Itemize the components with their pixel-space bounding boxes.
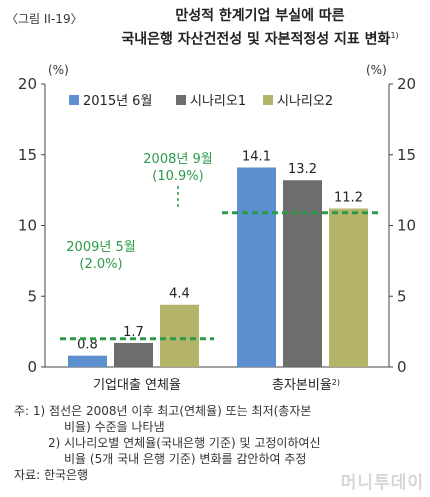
right-tick-label: 15 <box>397 146 416 164</box>
watermark-logo: 머니투데이 <box>340 473 424 493</box>
reference-label-date: 2009년 5월 <box>66 240 135 255</box>
right-tick-label: 0 <box>397 358 407 376</box>
reference-label-value: (2.0%) <box>79 257 122 272</box>
bar <box>283 180 322 367</box>
right-tick-label: 10 <box>397 217 416 235</box>
right-axis-unit: (%) <box>366 63 387 77</box>
left-tick-label: 15 <box>18 146 37 164</box>
reference-label-date: 2008년 9월 <box>143 152 212 167</box>
bar <box>329 208 368 367</box>
figure-number: 〈그림 II-19〉 <box>6 12 83 26</box>
bar-value-label: 1.7 <box>123 325 144 340</box>
title-line-1: 만성적 한계기업 부실에 따른 <box>175 8 345 24</box>
left-tick-label: 20 <box>18 75 37 93</box>
title-line-2: 국내은행 자산건전성 및 자본적정성 지표 변화1) <box>110 26 410 50</box>
left-tick-label: 10 <box>18 217 37 235</box>
bar-value-label: 13.2 <box>288 162 317 177</box>
note-2-line-2: 비율 (5개 국내 은행 기준) 변화를 감안하여 추정 <box>64 452 307 466</box>
bar-value-label: 14.1 <box>242 149 271 164</box>
right-tick-label: 20 <box>397 75 416 93</box>
note-1-line-2: 비율) 수준을 나타냄 <box>64 420 165 434</box>
bar-value-label: 11.2 <box>334 191 363 206</box>
legend-label: 2015년 6월 <box>83 94 152 109</box>
bar-value-label: 0.8 <box>77 338 98 353</box>
note-2-line-1: 2) 시나리오별 연체율(국내은행 기준) 및 고정이하여신 <box>48 436 321 450</box>
title-line-2-text: 국내은행 자산건전성 및 자본적정성 지표 변화 <box>121 31 391 48</box>
note-1-line-1: 주: 1) 점선은 2008년 이후 최고(연체율) 또는 최저(총자본 <box>14 404 312 418</box>
bar-value-label: 4.4 <box>169 287 190 302</box>
x-category-label: 총자본비율2) <box>272 378 340 394</box>
chart-title: 만성적 한계기업 부실에 따른 국내은행 자산건전성 및 자본적정성 지표 변화… <box>110 6 410 50</box>
reference-label-value: (10.9%) <box>152 169 203 184</box>
right-tick-label: 5 <box>397 287 407 305</box>
legend-label: 시나리오2 <box>277 94 333 109</box>
legend-label: 시나리오1 <box>190 94 246 109</box>
bar <box>237 167 276 367</box>
bar <box>160 304 199 367</box>
bar <box>68 355 107 367</box>
category-footnote-mark: 2) <box>332 378 340 387</box>
x-category-label: 기업대출 연체율 <box>93 378 181 393</box>
legend-swatch <box>69 95 79 105</box>
legend-swatch <box>176 95 186 105</box>
source-note: 자료: 한국은행 <box>14 468 89 482</box>
bar-chart: 0 0 5 5 10 10 15 15 20 20 (%) (%) 0.8 14.1 1.7 13.2 4.4 1… <box>18 63 416 394</box>
title-footnote-mark: 1) <box>390 31 399 40</box>
left-tick-label: 0 <box>27 358 37 376</box>
left-axis-unit: (%) <box>48 63 69 77</box>
legend-swatch <box>263 95 273 105</box>
bar <box>114 342 153 367</box>
footnotes: 주: 1) 점선은 2008년 이후 최고(연체율) 또는 최저(총자본 비율)… <box>14 403 424 483</box>
left-tick-label: 5 <box>27 287 37 305</box>
